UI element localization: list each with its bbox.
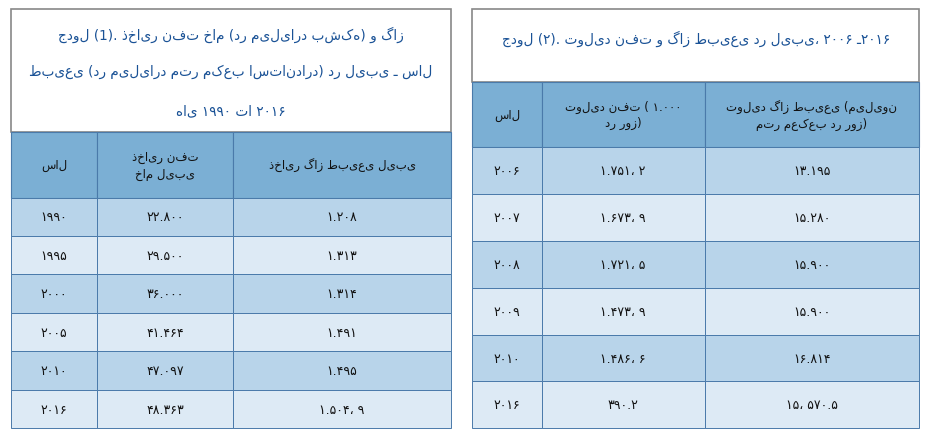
Text: ۳۶.۰۰۰: ۳۶.۰۰۰ [146, 287, 184, 300]
Text: ۱.۶۷۳، ۹: ۱.۶۷۳، ۹ [600, 212, 646, 224]
Text: ۲۹.۵۰۰: ۲۹.۵۰۰ [146, 249, 184, 262]
Text: های ۱۹۹۰ تا ۲۰۱۶: های ۱۹۹۰ تا ۲۰۱۶ [177, 104, 286, 118]
Text: ۱.۴۸۶، ۶: ۱.۴۸۶، ۶ [600, 352, 646, 365]
Text: طبیعی (در میلیارد متر مکعب استاندارد) در لیبی ـ سال: طبیعی (در میلیارد متر مکعب استاندارد) در… [30, 64, 432, 78]
Text: ۲۰۱۰: ۲۰۱۰ [41, 364, 67, 377]
Text: ۲۰۰۵: ۲۰۰۵ [41, 326, 67, 339]
Text: ۱۳.۱۹۵: ۱۳.۱۹۵ [793, 165, 830, 178]
Text: ۳۹۰.۲: ۳۹۰.۲ [607, 399, 639, 411]
Text: ۱.۵۰۴، ۹: ۱.۵۰۴، ۹ [320, 403, 365, 416]
Text: ۱.۷۵۱، ۲: ۱.۷۵۱، ۲ [601, 165, 645, 178]
Text: ۱.۴۷۳، ۹: ۱.۴۷۳، ۹ [600, 305, 646, 318]
Text: تولید گاز طبیعی (میلیون
متر معکعب در روز): تولید گاز طبیعی (میلیون متر معکعب در روز… [726, 100, 897, 131]
Text: ۲۰۱۶: ۲۰۱۶ [41, 403, 67, 416]
Text: ۱۹۹۰: ۱۹۹۰ [41, 211, 67, 224]
Text: ۱۶.۸۱۴: ۱۶.۸۱۴ [793, 352, 830, 365]
Text: ۱.۳۱۴: ۱.۳۱۴ [326, 287, 357, 300]
Text: سال: سال [41, 159, 67, 172]
Text: ذخایر گاز طبیعی لیبی: ذخایر گاز طبیعی لیبی [269, 159, 416, 173]
Text: ۲۰۰۸: ۲۰۰۸ [494, 258, 521, 271]
Text: سال: سال [494, 109, 520, 122]
Text: ۲۰۰۹: ۲۰۰۹ [494, 305, 521, 318]
Text: ۱.۷۲۱، ۵: ۱.۷۲۱، ۵ [601, 258, 645, 271]
Text: ۱.۳۱۳: ۱.۳۱۳ [326, 249, 357, 262]
Text: ۱.۴۹۱: ۱.۴۹۱ [326, 326, 357, 339]
Text: ۲۲.۸۰۰: ۲۲.۸۰۰ [146, 211, 184, 224]
Text: ۲۰۰۰: ۲۰۰۰ [41, 287, 67, 300]
Text: ۴۱.۴۶۴: ۴۱.۴۶۴ [146, 326, 184, 339]
Text: ۱.۴۹۵: ۱.۴۹۵ [326, 364, 357, 377]
Text: ۱۹۹۵: ۱۹۹۵ [41, 249, 67, 262]
Text: ۱۵.۲۸۰: ۱۵.۲۸۰ [793, 212, 830, 224]
Text: ۱۵، ۵۷۰.۵: ۱۵، ۵۷۰.۵ [786, 399, 838, 411]
Text: ۲۰۱۰: ۲۰۱۰ [494, 352, 521, 365]
Text: ۱.۲۰۸: ۱.۲۰۸ [326, 211, 357, 224]
Text: ذخایر نفت
خام لیبی: ذخایر نفت خام لیبی [132, 151, 198, 180]
Text: ۲۰۰۷: ۲۰۰۷ [494, 212, 521, 224]
Text: تولید نفت ( ۱.۰۰۰
در روز): تولید نفت ( ۱.۰۰۰ در روز) [565, 101, 682, 130]
Text: جدول (1). ذخایر نفت خام (در میلیارد بشکه) و گاز: جدول (1). ذخایر نفت خام (در میلیارد بشکه… [59, 26, 404, 42]
Text: ۴۷.۰۹۷: ۴۷.۰۹۷ [146, 364, 184, 377]
Text: ۲۰۱۶: ۲۰۱۶ [494, 399, 521, 411]
Text: ۴۸.۳۶۳: ۴۸.۳۶۳ [146, 403, 184, 416]
Text: ۱۵.۹۰۰: ۱۵.۹۰۰ [793, 258, 830, 271]
Text: ۲۰۰۶: ۲۰۰۶ [494, 165, 521, 178]
Text: جدول (۲). تولید نفت و گاز طبیعی در لیبی، ۲۰۰۶ ـ۲۰۱۶: جدول (۲). تولید نفت و گاز طبیعی در لیبی،… [501, 31, 890, 47]
Text: ۱۵.۹۰۰: ۱۵.۹۰۰ [793, 305, 830, 318]
